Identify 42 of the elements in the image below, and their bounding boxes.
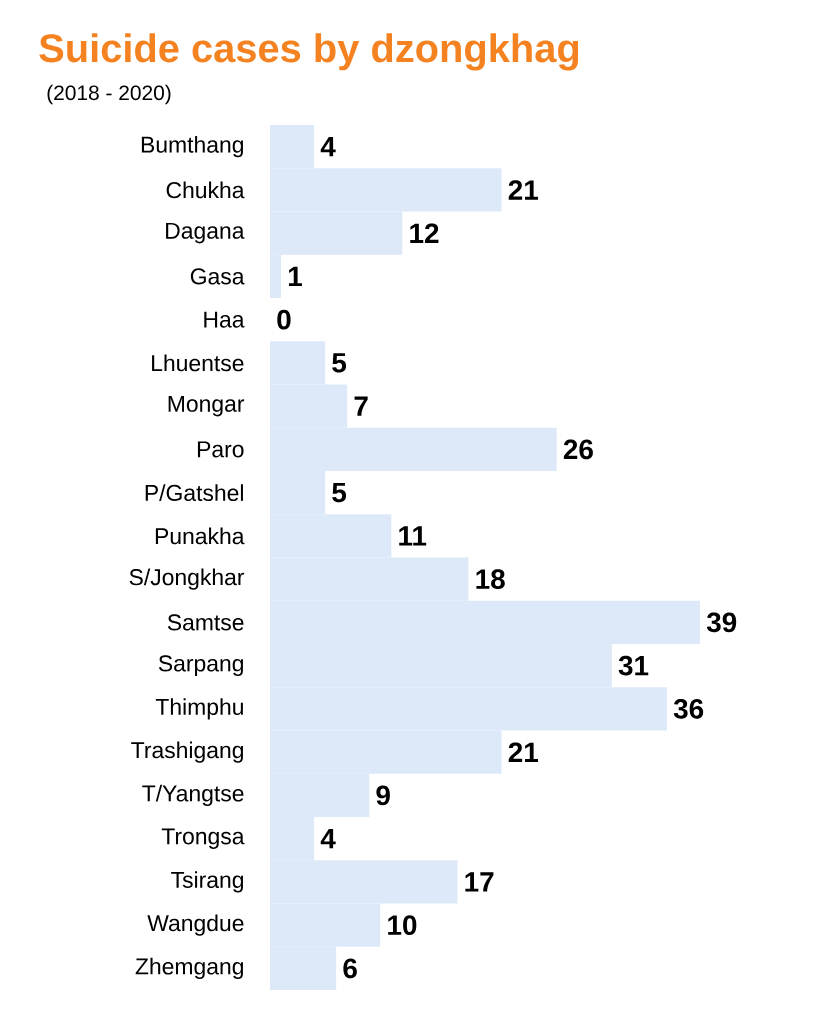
data-label: 6 xyxy=(343,958,357,979)
data-label: 0 xyxy=(277,309,291,330)
y-tick-label: P/Gatshel xyxy=(145,484,243,502)
y-tick-label: Punakha xyxy=(155,527,245,545)
data-label: 36 xyxy=(673,699,704,719)
y-tick-label: Chukha xyxy=(166,181,245,199)
y-tick-label: Sarpang xyxy=(158,655,243,677)
y-tick-label: S/Jongkhar xyxy=(129,568,245,590)
y-tick-label: Trashigang xyxy=(131,741,243,763)
y-tick-label: Trongsa xyxy=(161,828,245,849)
data-label: 5 xyxy=(332,353,347,373)
y-tick-label: Haa xyxy=(204,311,245,328)
y-tick-label: Zhemgang xyxy=(135,957,243,980)
data-label: 5 xyxy=(332,482,347,503)
y-tick-label: Dagana xyxy=(166,222,245,244)
data-label: 26 xyxy=(563,439,593,460)
y-tick-label: Thimphu xyxy=(155,698,243,720)
y-tick-label: Mongar xyxy=(168,395,245,417)
data-label: 12 xyxy=(410,223,439,243)
y-tick-label: Lhuentse xyxy=(152,354,244,372)
y-tick-label: T/Yangtse xyxy=(142,784,244,807)
data-label: 31 xyxy=(618,655,649,676)
y-tick-label: Wangdue xyxy=(147,914,244,936)
y-tick-label: Gasa xyxy=(190,268,245,285)
data-label: 7 xyxy=(354,396,368,416)
data-label: 4 xyxy=(320,829,336,849)
data-label: 18 xyxy=(476,569,505,590)
data-label: 21 xyxy=(508,742,538,762)
data-label: 17 xyxy=(465,872,494,892)
y-tick-label: Paro xyxy=(197,441,244,458)
chart-title: Suicide cases by dzongkhag xyxy=(39,33,579,71)
chart-subtitle: (2018 - 2020) xyxy=(47,84,171,105)
y-tick-label: Samtse xyxy=(167,614,244,631)
data-label: 10 xyxy=(388,915,417,936)
data-label: 39 xyxy=(706,612,737,633)
data-label: 21 xyxy=(508,180,538,200)
data-label: 4 xyxy=(320,137,336,157)
y-tick-label: Bumthang xyxy=(141,135,243,158)
data-label: 9 xyxy=(376,785,390,806)
data-label: 11 xyxy=(399,526,427,546)
data-label: 1 xyxy=(288,266,302,286)
y-tick-label: Tsirang xyxy=(171,871,244,893)
